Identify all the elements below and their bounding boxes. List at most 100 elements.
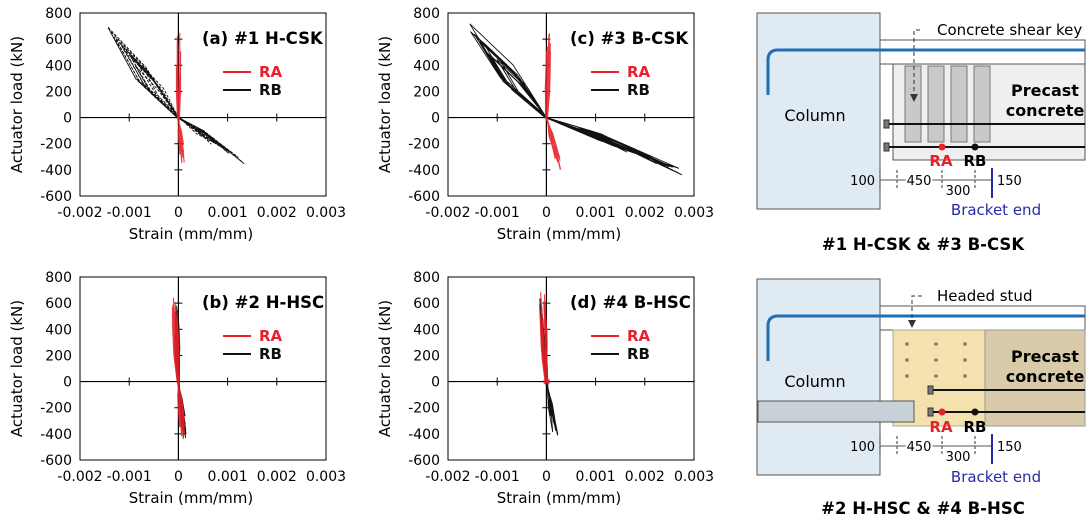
dim-100: 100	[850, 440, 875, 455]
y-tick-label: 600	[45, 296, 72, 312]
y-tick-label: 0	[431, 375, 440, 391]
x-tick-label: 0.001	[208, 469, 248, 485]
plot-frame	[447, 276, 695, 461]
x-tick-label: 0.001	[576, 469, 616, 485]
diagram-caption: #2 H-HSC & #4 B-HSC	[821, 499, 1025, 518]
dim-300: 300	[946, 184, 971, 199]
series-ra-line	[175, 32, 185, 164]
x-tick-label: 0.002	[625, 469, 665, 485]
y-tick-label: -600	[40, 189, 72, 205]
chart-panel: -0.002 -0.001 0 0.001 0.002 0.003 800 600 400 200…	[8, 6, 346, 243]
anchor-plate	[927, 407, 934, 417]
x-tick-label: 0	[174, 469, 183, 485]
y-tick-label: -200	[40, 137, 72, 153]
y-axis-label: Actuator load (kN)	[376, 300, 394, 437]
shear-key	[973, 65, 991, 143]
rb-label: RB	[964, 152, 987, 170]
y-axis-label: Actuator load (kN)	[8, 300, 26, 437]
y-tick-label: -200	[408, 401, 440, 417]
y-tick-label: 800	[45, 270, 72, 286]
y-tick-label: 800	[413, 6, 440, 22]
x-tick-label: 0.001	[576, 205, 616, 221]
x-tick-label: 0.003	[674, 205, 714, 221]
legend-label-ra: RA	[259, 63, 283, 81]
slab	[879, 39, 1086, 65]
plot-frame	[79, 276, 327, 461]
anchor-plate	[927, 385, 934, 395]
shear-key	[904, 65, 922, 143]
y-tick-label: 400	[413, 58, 440, 74]
x-axis-label: Strain (mm/mm)	[497, 225, 621, 243]
slab	[879, 305, 1086, 331]
y-tick-label: 800	[413, 270, 440, 286]
anchor-plate	[883, 142, 890, 152]
legend-label-ra: RA	[627, 327, 651, 345]
plot-frame	[447, 12, 695, 197]
callout-leader	[913, 29, 920, 98]
plot-frame	[79, 12, 327, 197]
y-tick-label: 600	[413, 296, 440, 312]
y-axis-label: Actuator load (kN)	[376, 36, 394, 173]
x-tick-label: -0.001	[107, 205, 152, 221]
y-tick-label: -600	[408, 189, 440, 205]
x-tick-label: 0.003	[674, 469, 714, 485]
bracket-end-label: Bracket end	[951, 201, 1041, 219]
embedded-bracket	[757, 400, 915, 423]
chart-panel: -0.002 -0.001 0 0.001 0.002 0.003 800 600 400 200…	[376, 6, 714, 243]
dim-150: 150	[997, 440, 1022, 455]
diagram-bottom: Headed stud Column Precast concrete RA R…	[756, 278, 1086, 518]
x-tick-label: -0.002	[425, 469, 470, 485]
ra-gauge-dot	[938, 143, 946, 151]
bracket-end-label: Bracket end	[951, 468, 1041, 486]
callout-arrow	[910, 94, 918, 102]
precast-dark-zone	[984, 329, 1086, 427]
column-block	[756, 278, 881, 476]
ra-label: RA	[929, 418, 953, 436]
x-tick-label: -0.002	[57, 205, 102, 221]
x-tick-label: 0.002	[625, 205, 665, 221]
chart-panel: -0.002 -0.001 0 0.001 0.002 0.003 800 600 400 200…	[376, 270, 714, 507]
dim-300: 300	[946, 450, 971, 465]
y-tick-label: -400	[408, 427, 440, 443]
dim-150: 150	[997, 174, 1022, 189]
x-tick-label: 0	[542, 469, 551, 485]
shear-key	[950, 65, 968, 143]
top-rebar	[766, 314, 1085, 361]
precast-label-1: Precast	[1011, 347, 1079, 366]
callout-text: Headed stud	[937, 287, 1032, 305]
y-tick-label: 200	[45, 348, 72, 364]
x-tick-label: -0.001	[107, 469, 152, 485]
dim-100: 100	[850, 174, 875, 189]
y-tick-label: -600	[408, 453, 440, 469]
precast-label-2: concrete	[1006, 101, 1085, 120]
callout-leader	[911, 295, 922, 324]
column-label: Column	[784, 372, 845, 391]
y-tick-label: 200	[413, 84, 440, 100]
y-tick-label: 0	[431, 111, 440, 127]
rb-gauge-dot	[971, 408, 979, 416]
ra-label: RA	[929, 152, 953, 170]
x-tick-label: 0.001	[208, 205, 248, 221]
legend-label-rb: RB	[259, 81, 282, 99]
x-axis-label: Strain (mm/mm)	[129, 489, 253, 507]
dim-450: 450	[907, 174, 932, 189]
plots-area: -0.002 -0.001 0 0.001 0.002 0.003 800 600 400 200…	[8, 6, 714, 507]
series-ra-line	[539, 291, 550, 385]
x-tick-label: 0	[542, 205, 551, 221]
x-tick-label: -0.002	[57, 469, 102, 485]
y-tick-label: 600	[413, 32, 440, 48]
panel-title: (b) #2 H-HSC	[202, 293, 324, 312]
ra-gauge-dot	[938, 408, 946, 416]
panel-title: (a) #1 H-CSK	[202, 29, 324, 48]
x-tick-label: 0.002	[257, 469, 297, 485]
dim-450: 450	[907, 440, 932, 455]
panel-title: (d) #4 B-HSC	[570, 293, 691, 312]
y-tick-label: 0	[63, 375, 72, 391]
y-tick-label: 0	[63, 111, 72, 127]
chart-panel: -0.002 -0.001 0 0.001 0.002 0.003 800 600 400 200…	[8, 270, 346, 507]
x-tick-label: 0	[174, 205, 183, 221]
precast-label-2: concrete	[1006, 367, 1085, 386]
legend-label-ra: RA	[627, 63, 651, 81]
anchor-plate	[883, 119, 890, 129]
